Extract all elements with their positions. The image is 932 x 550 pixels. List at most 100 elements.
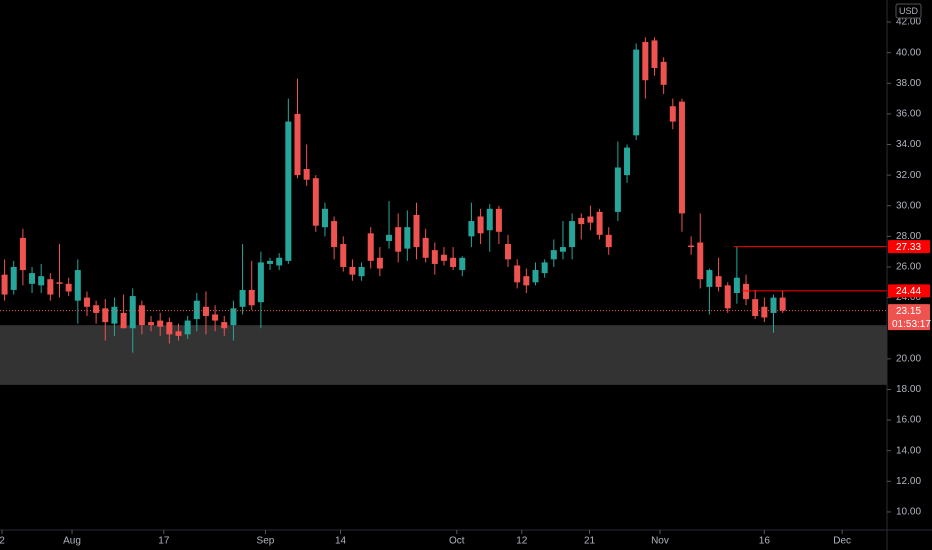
- candle-body: [395, 227, 402, 252]
- x-tick-label: 21: [584, 536, 596, 547]
- candle-body: [404, 227, 411, 249]
- candle-body: [413, 214, 420, 248]
- candle-body: [477, 216, 484, 234]
- candle-body: [221, 322, 228, 329]
- candle-body: [312, 178, 319, 226]
- candle-body: [559, 247, 566, 252]
- candle-body: [129, 296, 136, 329]
- candle-body: [678, 101, 685, 214]
- y-tick-label: 10.00: [896, 507, 921, 518]
- candle-body: [276, 257, 283, 266]
- candle-body: [175, 331, 182, 336]
- candle-body: [93, 305, 100, 313]
- candle-body: [450, 257, 457, 267]
- line-layer: [0, 246, 887, 312]
- candle-body: [486, 208, 493, 231]
- candle-body: [303, 169, 310, 180]
- candle-body: [386, 234, 393, 241]
- candle-body: [230, 308, 237, 326]
- candle-layer: [1, 37, 786, 353]
- y-tick-label: 14.00: [896, 445, 921, 456]
- y-tick-label: 32.00: [896, 170, 921, 181]
- candle-body: [56, 282, 63, 284]
- candle-body: [706, 270, 713, 287]
- price-badge: [888, 304, 930, 331]
- candle-body: [779, 297, 786, 311]
- candle-body: [212, 314, 219, 321]
- candle-body: [10, 266, 17, 290]
- y-tick-label: 18.00: [896, 384, 921, 395]
- candle-body: [267, 260, 274, 264]
- x-tick-label: Nov: [651, 536, 669, 547]
- candle-body: [367, 233, 374, 261]
- x-tick-label: 12: [516, 536, 528, 547]
- candle-body: [523, 276, 530, 286]
- candle-body: [752, 299, 759, 316]
- y-tick-label: 12.00: [896, 476, 921, 487]
- candle-body: [514, 265, 521, 283]
- zone-layer: [0, 325, 887, 385]
- candle-body: [550, 250, 557, 260]
- candle-body: [294, 113, 301, 176]
- candle-body: [532, 270, 539, 283]
- candle-body: [19, 237, 26, 271]
- candle-body: [257, 262, 264, 303]
- candle-body: [148, 322, 155, 326]
- candle-body: [29, 273, 36, 284]
- y-tick-label: 26.00: [896, 262, 921, 273]
- price-badge: [888, 240, 930, 254]
- candle-body: [431, 250, 438, 264]
- candle-body: [248, 289, 255, 306]
- candle-body: [642, 41, 649, 81]
- candle-body: [578, 218, 585, 225]
- countdown-label: 01:53:17: [892, 319, 931, 330]
- candle-body: [724, 285, 731, 309]
- candle-body: [541, 262, 548, 274]
- candle-body: [102, 308, 109, 323]
- candle-body: [505, 244, 512, 260]
- candle-body: [340, 244, 347, 267]
- y-tick-label: 42.00: [896, 17, 921, 28]
- candle-body: [331, 221, 338, 248]
- candle-body: [285, 121, 292, 261]
- candle-body: [74, 270, 81, 301]
- candle-body: [157, 320, 164, 327]
- candle-body: [1, 274, 8, 295]
- y-tick-label: 34.00: [896, 139, 921, 150]
- zone-band: [0, 325, 887, 385]
- candle-body: [468, 221, 475, 237]
- candle-body: [202, 306, 209, 316]
- candle-body: [688, 245, 695, 248]
- candle-body: [349, 266, 356, 275]
- candle-body: [358, 266, 365, 277]
- candle-body: [138, 305, 145, 326]
- price-badge-label: 23.15: [896, 306, 921, 317]
- candle-body: [193, 300, 200, 320]
- x-tick-label: Aug: [63, 536, 81, 547]
- candle-body: [743, 283, 750, 300]
- candle-body: [715, 276, 722, 287]
- currency-label: USD: [899, 6, 919, 16]
- price-badge-label: 24.44: [896, 286, 921, 297]
- candle-body: [761, 306, 768, 318]
- x-tick-label: Sep: [257, 536, 275, 547]
- candle-body: [660, 61, 667, 85]
- y-tick-label: 40.00: [896, 47, 921, 58]
- candle-body: [65, 283, 72, 292]
- candle-body: [733, 277, 740, 294]
- x-tick-label: 17: [158, 536, 170, 547]
- candle-body: [422, 237, 429, 258]
- price-badge: [888, 284, 930, 298]
- candle-body: [111, 306, 118, 324]
- candle-body: [459, 257, 466, 271]
- candle-body: [596, 211, 603, 235]
- y-tick-label: 24.00: [896, 292, 921, 303]
- candle-body: [166, 322, 173, 335]
- candle-body: [569, 221, 576, 248]
- candle-body: [321, 208, 328, 228]
- currency-box[interactable]: [895, 3, 922, 19]
- candle-body: [605, 234, 612, 248]
- x-tick-label: 2: [0, 536, 5, 547]
- y-tick-label: 30.00: [896, 200, 921, 211]
